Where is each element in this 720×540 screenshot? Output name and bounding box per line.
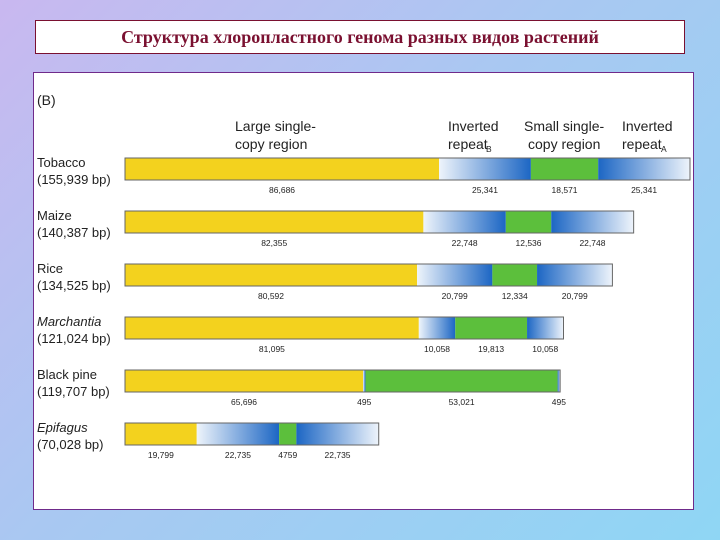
segment-irb-epifagus: [196, 423, 280, 445]
segment-label-ira-tobacco: 25,341: [631, 185, 657, 195]
segment-ssc-rice: [492, 264, 538, 286]
segment-lsc-rice: [125, 264, 418, 286]
species-size-maize: (140,387 bp): [37, 225, 111, 240]
species-name-maize: Maize: [37, 208, 72, 223]
species-size-black-pine: (119,707 bp): [37, 384, 110, 399]
segment-label-lsc-maize: 82,355: [261, 238, 287, 248]
segment-ira-epifagus: [296, 423, 379, 445]
segment-ira-maize: [551, 211, 634, 233]
segment-label-ssc-rice: 12,334: [502, 291, 528, 301]
header-lsc-line1: Large single-: [235, 118, 316, 134]
segment-label-irb-epifagus: 22,735: [225, 450, 251, 460]
species-size-tobacco: (155,939 bp): [37, 172, 111, 187]
segment-label-lsc-black-pine: 65,696: [231, 397, 257, 407]
segment-label-lsc-tobacco: 86,686: [269, 185, 295, 195]
panel-label: (B): [37, 92, 56, 108]
segment-label-ira-maize: 22,748: [579, 238, 605, 248]
species-name-marchantia: Marchantia: [37, 314, 101, 329]
segment-ira-marchantia: [527, 317, 564, 339]
genome-bar-outline-epifagus: [124, 422, 380, 446]
title-box: Структура хлоропластного генома разных в…: [35, 20, 685, 54]
segment-label-ssc-maize: 12,536: [516, 238, 542, 248]
segment-label-lsc-epifagus: 19,799: [148, 450, 174, 460]
segment-label-ira-epifagus: 22,735: [325, 450, 351, 460]
species-name-black-pine: Black pine: [37, 367, 97, 382]
header-ssc-line2: copy region: [528, 136, 600, 152]
header-ira-sub: A: [661, 144, 667, 154]
segment-label-lsc-marchantia: 81,095: [259, 344, 285, 354]
segment-ira-black-pine: [557, 370, 561, 392]
segment-ssc-maize: [505, 211, 552, 233]
segment-lsc-epifagus: [125, 423, 197, 445]
header-ssc-line1: Small single-: [524, 118, 604, 134]
segment-irb-marchantia: [418, 317, 456, 339]
segment-label-irb-marchantia: 10,058: [424, 344, 450, 354]
genome-bar-outline-tobacco: [124, 157, 691, 181]
segment-lsc-tobacco: [125, 158, 440, 180]
segment-ssc-epifagus: [279, 423, 297, 445]
segment-lsc-marchantia: [125, 317, 419, 339]
segment-ira-tobacco: [598, 158, 690, 180]
segment-label-ssc-tobacco: 18,571: [552, 185, 578, 195]
segment-label-lsc-rice: 80,592: [258, 291, 284, 301]
segment-irb-black-pine: [363, 370, 366, 392]
segment-irb-rice: [417, 264, 493, 286]
segment-label-irb-black-pine: 495: [357, 397, 371, 407]
header-irb-sub: B: [486, 144, 492, 154]
genome-diagram: (B) Large single- copy region Inverted r…: [37, 92, 691, 460]
genome-bar-outline-rice: [124, 263, 613, 287]
segment-lsc-maize: [125, 211, 424, 233]
segment-ssc-black-pine: [365, 370, 558, 392]
genome-bar-outline-maize: [124, 210, 635, 234]
segment-label-ira-rice: 20,799: [562, 291, 588, 301]
page-title: Структура хлоропластного генома разных в…: [121, 26, 599, 47]
header-lsc-line2: copy region: [235, 136, 307, 152]
segment-label-ssc-marchantia: 19,813: [478, 344, 504, 354]
segment-label-ssc-epifagus: 4759: [278, 450, 297, 460]
segment-label-ira-black-pine: 495: [552, 397, 566, 407]
segment-label-ira-marchantia: 10,058: [532, 344, 558, 354]
header-ira-line2: repeat: [622, 136, 662, 152]
header-irb-line1: Inverted: [448, 118, 499, 134]
figure-panel: (B) Large single- copy region Inverted r…: [33, 72, 694, 510]
segment-irb-tobacco: [439, 158, 531, 180]
segment-label-irb-rice: 20,799: [442, 291, 468, 301]
species-size-rice: (134,525 bp): [37, 278, 111, 293]
species-name-rice: Rice: [37, 261, 63, 276]
genome-bar-outline-marchantia: [124, 316, 564, 340]
species-size-marchantia: (121,024 bp): [37, 331, 111, 346]
segment-irb-maize: [423, 211, 506, 233]
header-irb-line2: repeat: [448, 136, 488, 152]
segment-label-irb-maize: 22,748: [452, 238, 478, 248]
species-name-tobacco: Tobacco: [37, 155, 85, 170]
segment-label-irb-tobacco: 25,341: [472, 185, 498, 195]
species-name-epifagus: Epifagus: [37, 420, 88, 435]
header-ira-line1: Inverted: [622, 118, 673, 134]
segment-label-ssc-black-pine: 53,021: [449, 397, 475, 407]
segment-ssc-marchantia: [455, 317, 528, 339]
segment-ssc-tobacco: [530, 158, 599, 180]
genome-bar-outline-black-pine: [124, 369, 561, 393]
species-size-epifagus: (70,028 bp): [37, 437, 104, 452]
segment-ira-rice: [537, 264, 613, 286]
segment-lsc-black-pine: [125, 370, 364, 392]
